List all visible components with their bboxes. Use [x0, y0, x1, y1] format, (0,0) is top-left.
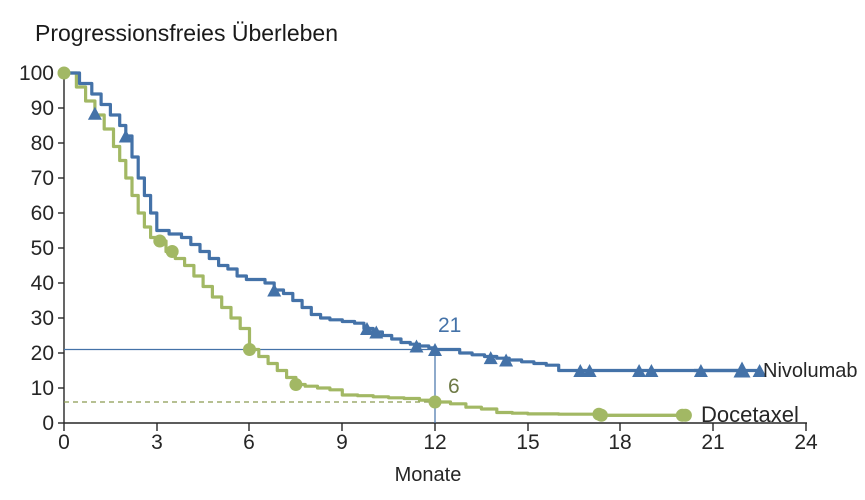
svg-text:9: 9 — [336, 431, 348, 454]
svg-text:Monate: Monate — [395, 464, 462, 486]
svg-text:24: 24 — [794, 431, 818, 454]
svg-text:10: 10 — [31, 377, 54, 400]
svg-text:0: 0 — [42, 412, 54, 435]
svg-text:70: 70 — [31, 167, 54, 190]
svg-text:Progressionsfreies Überleben: Progressionsfreies Überleben — [35, 20, 338, 46]
svg-text:100: 100 — [19, 62, 54, 85]
svg-text:30: 30 — [31, 307, 54, 330]
svg-text:40: 40 — [31, 272, 54, 295]
svg-text:90: 90 — [31, 97, 54, 120]
svg-text:80: 80 — [31, 132, 54, 155]
svg-text:20: 20 — [31, 342, 54, 365]
svg-text:12: 12 — [423, 431, 446, 454]
svg-text:21: 21 — [701, 431, 724, 454]
svg-text:Docetaxel: Docetaxel — [701, 402, 799, 427]
svg-text:6: 6 — [243, 431, 255, 454]
svg-text:60: 60 — [31, 202, 54, 225]
svg-text:Nivolumab: Nivolumab — [763, 360, 857, 382]
svg-text:50: 50 — [31, 237, 54, 260]
svg-text:3: 3 — [151, 431, 163, 454]
svg-text:15: 15 — [516, 431, 539, 454]
svg-text:21: 21 — [438, 314, 461, 337]
svg-text:6: 6 — [448, 375, 460, 398]
svg-text:0: 0 — [58, 431, 70, 454]
svg-text:18: 18 — [608, 431, 631, 454]
